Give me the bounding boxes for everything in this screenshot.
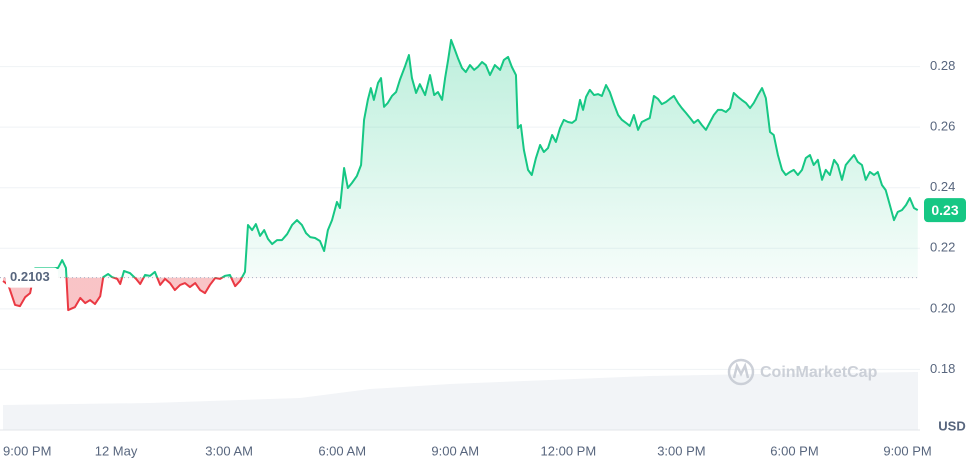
x-tick-label: 9:00 PM [3,443,51,458]
baseline-label: 0.2103 [10,269,50,284]
watermark-logo [727,358,755,386]
x-tick-label: 9:00 PM [883,443,931,458]
watermark-logo-mark [732,362,750,379]
x-tick-label: 12 May [95,443,138,458]
x-tick-label: 3:00 PM [657,443,705,458]
price-badge [924,198,966,223]
price-line [2,38,919,312]
y-axis-label: USD [938,418,965,433]
x-tick-label: 6:00 AM [318,443,366,458]
x-tick-label: 3:00 AM [205,443,253,458]
x-tick-label: 6:00 PM [770,443,818,458]
watermark-text: CoinMarketCap [760,364,878,381]
y-tick-label: 0.28 [930,58,955,73]
y-tick-label: 0.18 [930,361,955,376]
y-tick-label: 0.22 [930,240,955,255]
x-tick-label: 9:00 AM [431,443,479,458]
watermark: CoinMarketCap [727,358,878,386]
baseline-label-bg [6,267,58,288]
area-fill [3,39,918,311]
y-tick-label: 0.24 [930,179,955,194]
y-tick-label: 0.26 [930,119,955,134]
price-badge-label: 0.23 [931,202,958,218]
plot: 0.2103 [0,38,920,312]
volume-backdrop [3,372,918,430]
y-tick-label: 0.20 [930,300,955,315]
x-tick-label: 12:00 PM [541,443,597,458]
